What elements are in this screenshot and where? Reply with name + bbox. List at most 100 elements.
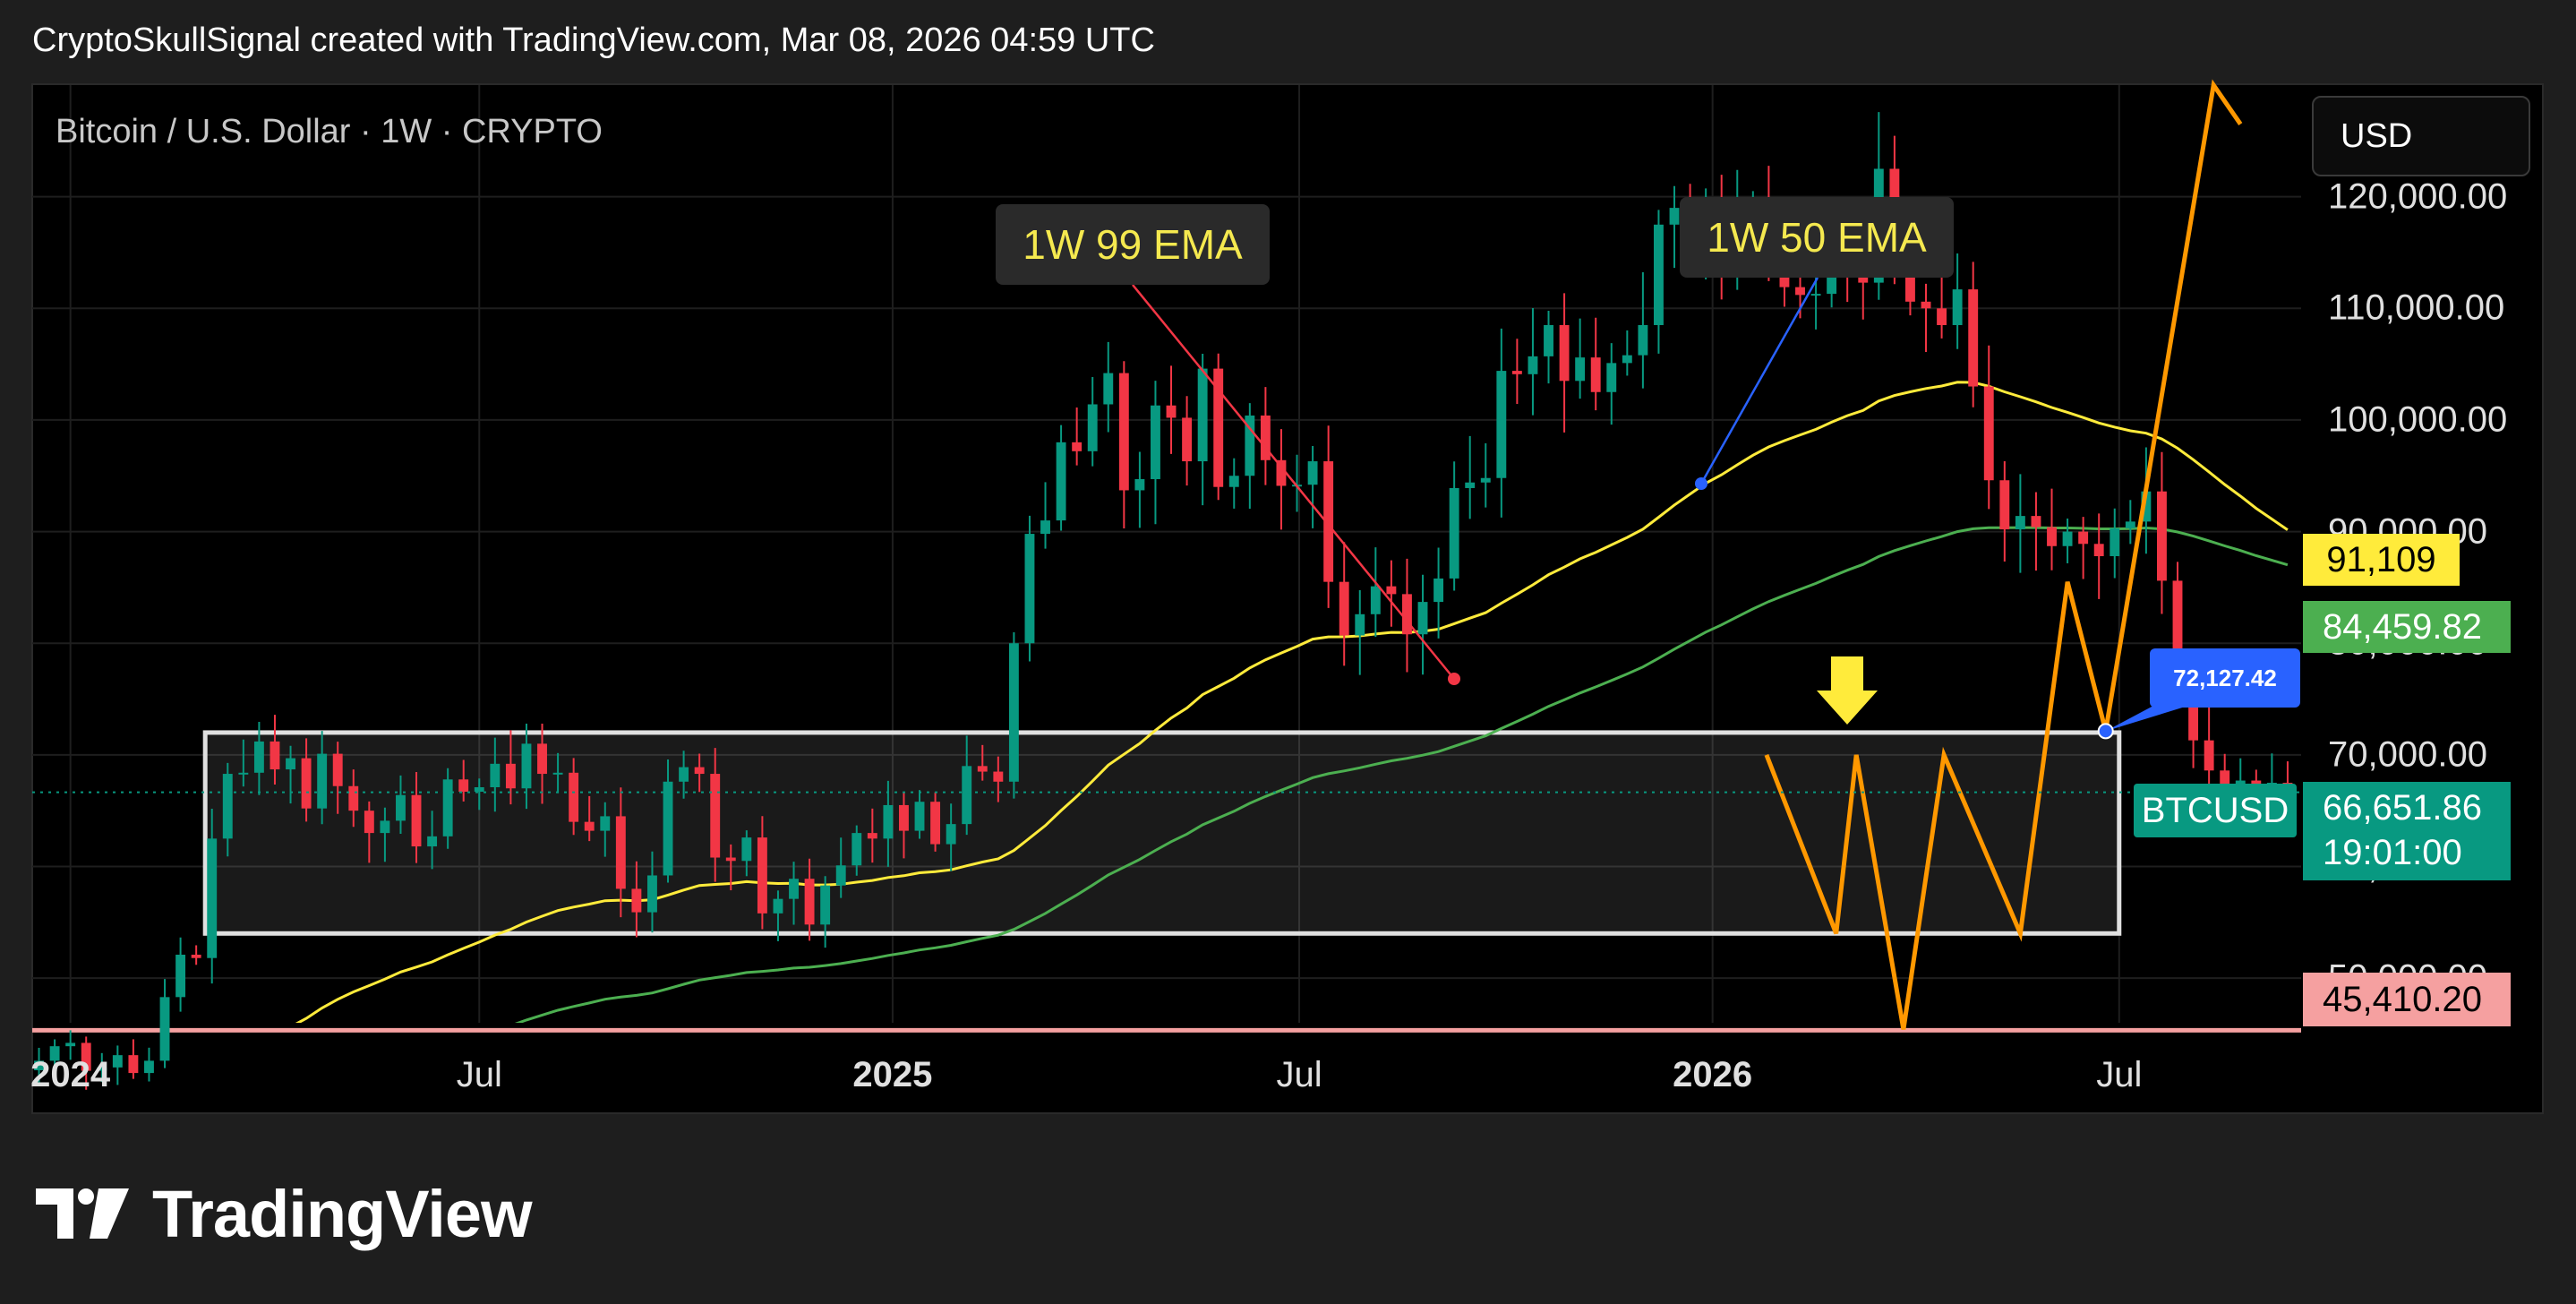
candle-body (1040, 520, 1050, 535)
candle (1151, 381, 1160, 525)
candle (270, 715, 280, 785)
candle-body (2078, 531, 2089, 545)
candle-body (1983, 386, 1994, 481)
candle (2125, 500, 2135, 545)
candle (694, 753, 705, 793)
candle-body (65, 1042, 76, 1047)
candle (883, 780, 894, 867)
candle-body (1386, 586, 1397, 595)
candle-body (191, 954, 201, 958)
chart-panel[interactable] (31, 83, 2544, 1114)
candle (112, 1045, 123, 1085)
candle (380, 807, 390, 862)
candle-body (1197, 368, 1208, 462)
candle (348, 769, 359, 828)
candle (1355, 589, 1365, 675)
candle (1952, 253, 1963, 349)
candle-body (962, 766, 972, 825)
candle-body (899, 804, 909, 831)
candle-body (253, 741, 264, 773)
candle-body (1402, 594, 1412, 635)
candle-body (584, 821, 595, 831)
candle (1590, 317, 1601, 411)
candle-body (411, 794, 422, 847)
candle-body (1355, 613, 1365, 636)
candle (2047, 488, 2057, 570)
candle (1118, 361, 1129, 529)
candle (1228, 458, 1239, 509)
candle-body (112, 1055, 123, 1068)
candle-body (2110, 528, 2120, 556)
candle-body (458, 779, 469, 792)
candle (773, 890, 783, 941)
candle-body (442, 779, 453, 836)
candle-body (474, 787, 484, 792)
candle (1496, 328, 1507, 518)
candle-body (663, 781, 673, 876)
candle (144, 1047, 154, 1082)
candle (317, 731, 328, 825)
candle-body (1528, 356, 1538, 374)
candle (835, 837, 846, 898)
candle-body (615, 816, 626, 889)
candle (710, 748, 721, 882)
candle-body (741, 837, 752, 862)
candle-body (2093, 544, 2104, 556)
projection-path (1764, 79, 2243, 1030)
candle (993, 756, 1004, 802)
candle-body (286, 758, 295, 770)
candle (175, 937, 186, 1012)
candle-body (317, 753, 328, 809)
candle (286, 745, 295, 804)
candle (1417, 574, 1428, 675)
candle-body (2031, 516, 2041, 528)
candle-body (1465, 482, 1476, 488)
candle (2110, 508, 2120, 579)
chart-header: CryptoSkullSignal created with TradingVi… (32, 21, 1155, 59)
candle-body (789, 879, 799, 899)
candle (977, 744, 988, 781)
ema99-callout: 1W 99 EMA (996, 204, 1270, 285)
candle (1134, 451, 1145, 528)
time-tick-label: 2024 (30, 1055, 111, 1094)
target-callout-pointer (2105, 699, 2212, 732)
candle (253, 722, 264, 795)
ema50-pointer-dot (1695, 477, 1707, 490)
ema99-price-tag: 84,459.82 (2303, 601, 2511, 653)
symbol-title: Bitcoin / U.S. Dollar · 1W · CRYPTO (56, 113, 603, 150)
candle (1103, 341, 1114, 433)
candle-body (694, 767, 705, 775)
candle (852, 825, 862, 876)
candle (65, 1030, 76, 1060)
candle-body (1999, 480, 2010, 530)
candle (600, 802, 611, 857)
candle (364, 801, 374, 863)
ema50-callout: 1W 50 EMA (1680, 197, 1954, 278)
currency-selector[interactable]: USD (2312, 96, 2530, 176)
candle (1511, 339, 1522, 404)
candle (1559, 293, 1570, 433)
candle (1213, 353, 1224, 501)
candle (34, 1047, 44, 1085)
candle (1983, 345, 1994, 510)
candle (2204, 705, 2214, 795)
candle (458, 759, 469, 802)
candle (1921, 283, 1931, 352)
tradingview-wordmark: TradingView (152, 1176, 533, 1251)
tradingview-logo[interactable]: TradingView (36, 1173, 533, 1254)
target-callout: 72,127.42 (2150, 648, 2300, 708)
candle-body (2204, 740, 2214, 771)
candle-body (679, 767, 689, 782)
candle (474, 778, 484, 811)
candle (552, 752, 563, 794)
candle (1622, 330, 1632, 376)
candle (1386, 560, 1397, 627)
candle-body (1134, 478, 1145, 491)
candle-body (128, 1055, 139, 1074)
candle-body (1952, 289, 1963, 325)
candle-body (835, 865, 846, 886)
candle (569, 758, 579, 836)
candle-body (1669, 208, 1680, 225)
candle (128, 1039, 139, 1079)
